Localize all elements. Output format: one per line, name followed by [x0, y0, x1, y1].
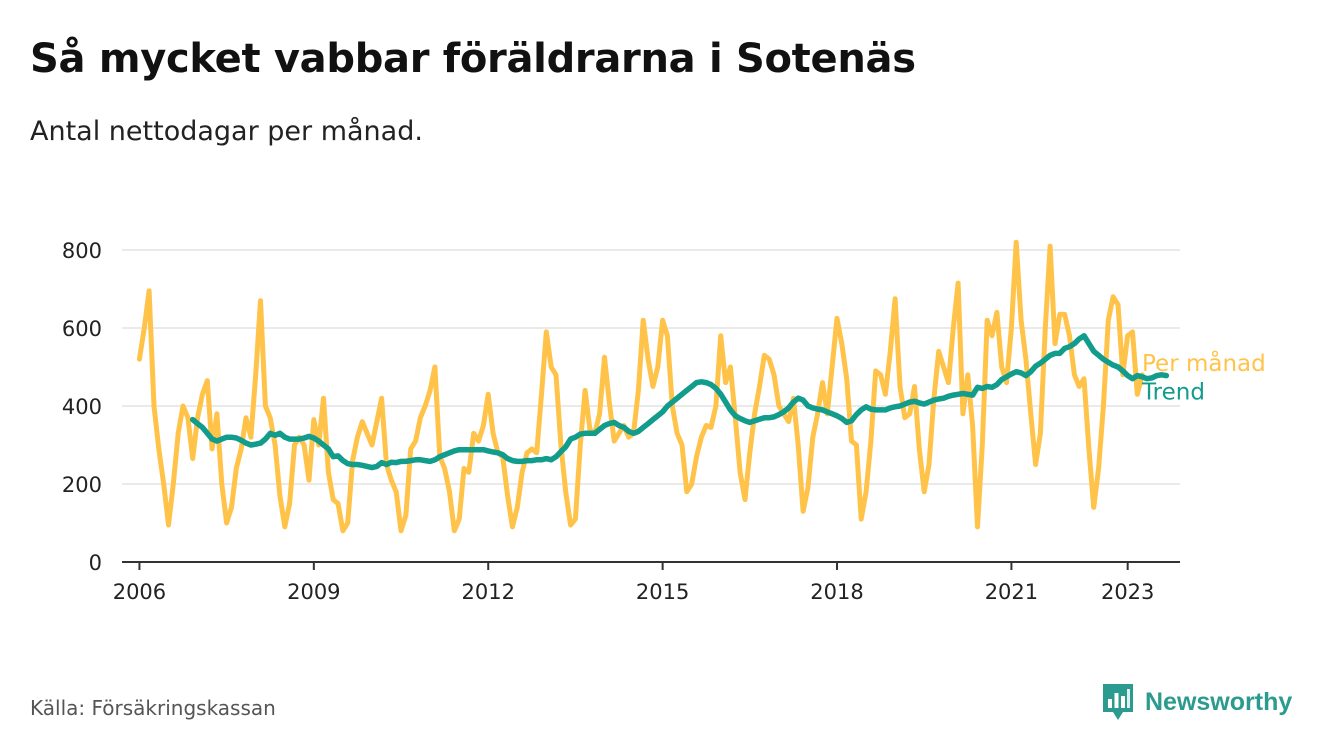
x-tick-label-2009: 2009	[287, 580, 340, 604]
chart-title: Så mycket vabbar föräldrarna i Sotenäs	[30, 36, 916, 82]
x-tick-label-2012: 2012	[462, 580, 515, 604]
legend-label-0: Per månad	[1142, 349, 1266, 377]
chart-subtitle: Antal nettodagar per månad.	[30, 116, 423, 147]
y-tick-label-600: 600	[62, 317, 102, 341]
y-tick-label-800: 800	[62, 239, 102, 263]
label-layer: 0 200 400 600 800 2006 2009 2012 2015 2018 2021 202…	[62, 239, 1266, 604]
series-layer	[136, 239, 1170, 534]
source-note: Källa: Försäkringskassan	[30, 696, 276, 720]
x-tick-label-2006: 2006	[113, 580, 166, 604]
x-tick-label-2015: 2015	[636, 580, 689, 604]
series-line-per-manad	[136, 239, 1145, 534]
y-tick-label-400: 400	[62, 395, 102, 419]
y-tick-label-200: 200	[62, 473, 102, 497]
x-tick-label-2018: 2018	[810, 580, 863, 604]
brand-name: Newsworthy	[1145, 687, 1293, 716]
x-tick-label-2021: 2021	[985, 580, 1038, 604]
y-tick-label-0: 0	[89, 551, 102, 575]
series-line-trend	[189, 333, 1170, 471]
grid-layer	[122, 249, 1180, 570]
bar-chart-speech-icon	[1103, 684, 1133, 720]
x-tick-label-2023: 2023	[1101, 580, 1154, 604]
brand-logo: Newsworthy	[1101, 682, 1292, 722]
legend-label-1: Trend	[1141, 380, 1205, 406]
